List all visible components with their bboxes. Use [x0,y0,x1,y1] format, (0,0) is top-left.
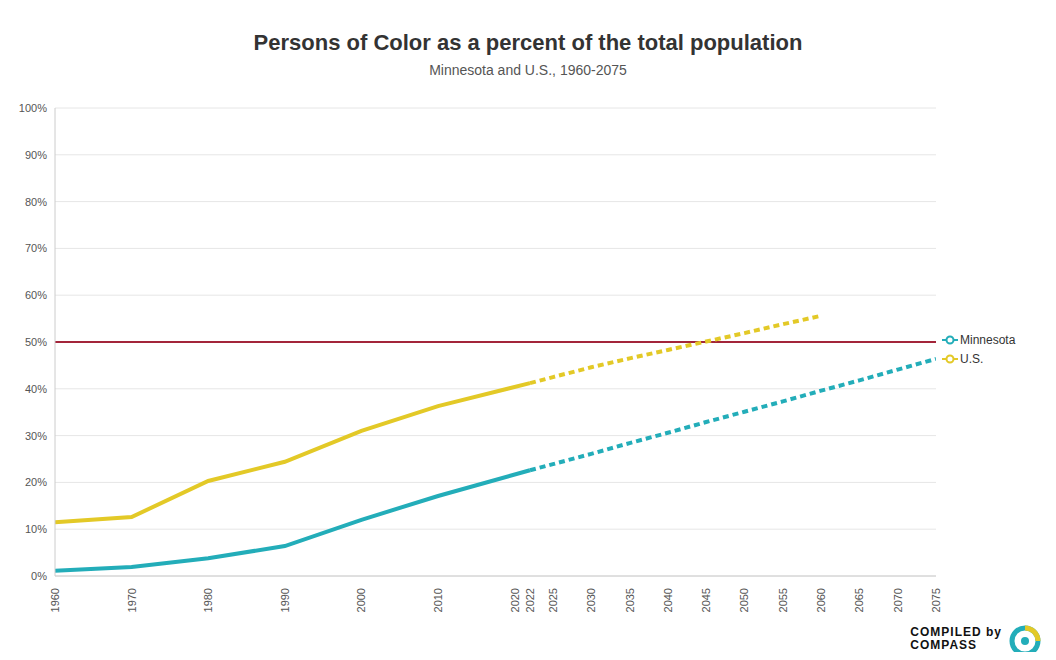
svg-text:90%: 90% [25,149,47,161]
svg-text:2070: 2070 [892,588,904,612]
svg-text:2065: 2065 [853,588,865,612]
svg-text:2025: 2025 [547,588,559,612]
svg-text:2045: 2045 [700,588,712,612]
svg-text:2040: 2040 [662,588,674,612]
svg-text:1960: 1960 [49,588,61,612]
svg-text:1980: 1980 [202,588,214,612]
svg-text:50%: 50% [25,336,47,348]
svg-text:80%: 80% [25,196,47,208]
svg-text:2060: 2060 [815,588,827,612]
svg-text:60%: 60% [25,289,47,301]
svg-text:100%: 100% [19,102,47,114]
html-text:Minnesota: Minnesota [960,332,1016,347]
html-text:Persons of Color as a percent: Persons of Color as a percent of the tot… [253,30,803,55]
svg-text:2050: 2050 [738,588,750,612]
svg-text:70%: 70% [25,242,47,254]
html-text:U.S.: U.S. [960,351,984,366]
svg-text:1990: 1990 [279,588,291,612]
svg-text:1970: 1970 [126,588,138,612]
svg-text:10%: 10% [25,523,47,535]
svg-text:2010: 2010 [432,588,444,612]
html-text:COMPILED by: COMPILED by [910,625,1002,639]
svg-text:40%: 40% [25,383,47,395]
svg-text:20%: 20% [25,476,47,488]
svg-text:0%: 0% [31,570,47,582]
svg-text:2055: 2055 [777,588,789,612]
svg-text:2020: 2020 [509,588,521,612]
svg-text:30%: 30% [25,430,47,442]
html-text:COMPASS: COMPASS [910,638,978,652]
svg-text:2000: 2000 [355,588,367,612]
html-text:Minnesota and U.S., 1960-2075: Minnesota and U.S., 1960-2075 [429,62,627,78]
svg-text:2075: 2075 [930,588,942,612]
svg-text:2035: 2035 [624,588,636,612]
svg-text:2030: 2030 [585,588,597,612]
svg-text:2022: 2022 [524,588,536,612]
